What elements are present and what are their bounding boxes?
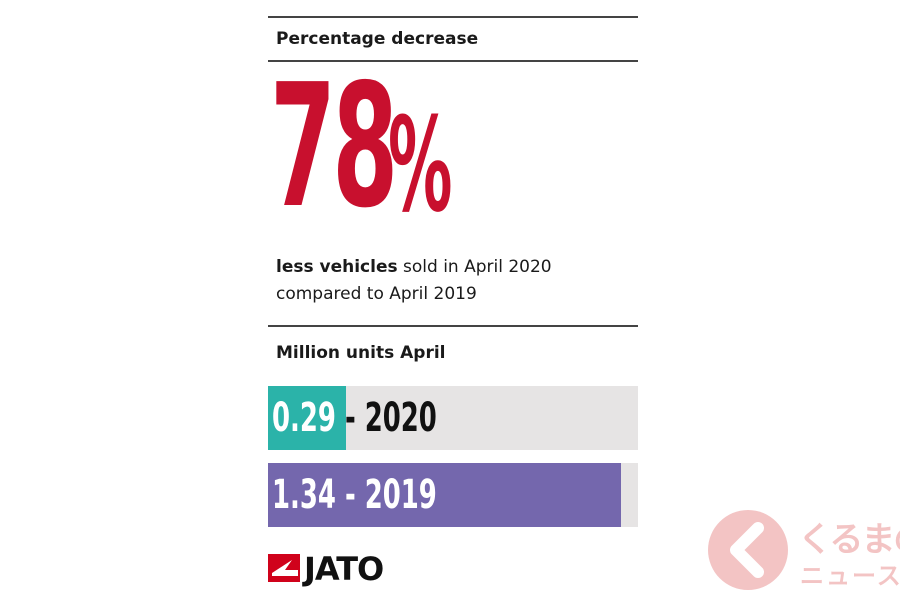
- bar-2019: [268, 463, 621, 527]
- description-line2: compared to April 2019: [276, 284, 477, 304]
- percentage-heading: Percentage decrease: [276, 29, 479, 49]
- heading-rule: [268, 60, 638, 62]
- description-strong: less vehicles: [276, 257, 398, 277]
- jato-wordmark: JATO: [304, 550, 384, 588]
- watermark-line2: ニュース: [800, 562, 900, 590]
- bar-year-2020: - 2020: [335, 395, 437, 441]
- bar-track-2020: 0.29 - 2020: [268, 386, 638, 450]
- watermark-line1: くるまの: [798, 520, 900, 560]
- big-stat-number: 78: [270, 48, 398, 246]
- bar-2020: [268, 386, 346, 450]
- jato-logo: JATO: [268, 550, 398, 588]
- kuruma-news-watermark: くるまの ニュース: [706, 508, 900, 596]
- top-rule: [268, 16, 638, 18]
- bar-value-2020: 0.29: [272, 395, 336, 441]
- bar-track-2019: 1.34 - 2019: [268, 463, 638, 527]
- bar-label-2020: 0.29 - 2020: [272, 386, 437, 450]
- bar-label-2019: 1.34 - 2019: [272, 472, 437, 518]
- section-rule: [268, 325, 638, 327]
- description: less vehicles sold in April 2020 compare…: [276, 254, 636, 308]
- description-rest: sold in April 2020: [397, 257, 552, 277]
- big-stat-percent: %: [388, 89, 453, 241]
- jato-mark-icon: [268, 554, 300, 582]
- chart-heading: Million units April: [276, 343, 446, 363]
- big-stat: 78 %: [270, 62, 630, 232]
- kuruma-chevron-icon: [708, 510, 788, 590]
